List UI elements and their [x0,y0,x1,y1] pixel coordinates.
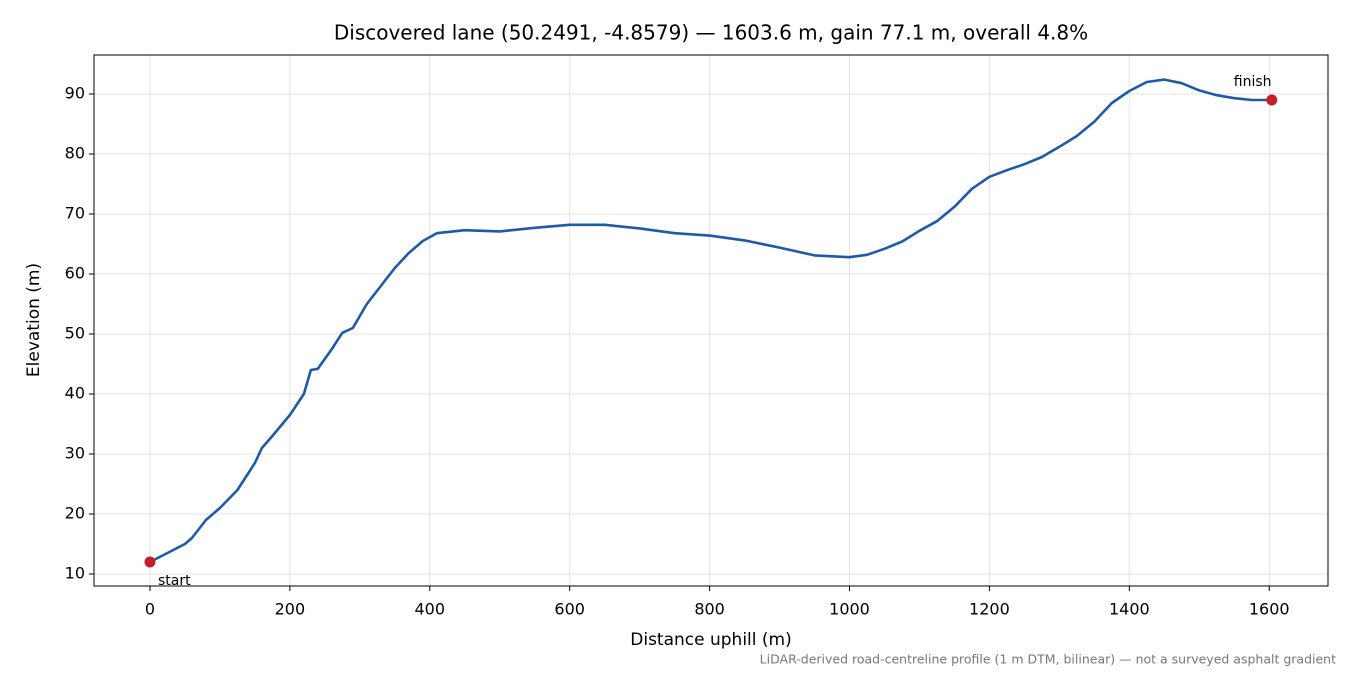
x-tick-label: 600 [554,600,585,619]
x-tick-label: 1600 [1249,600,1290,619]
y-axis-label: Elevation (m) [24,263,44,377]
x-tick-label: 200 [275,600,306,619]
x-tick-label: 1000 [829,600,870,619]
endpoint-label: start [158,573,191,589]
endpoint-marker [144,556,156,568]
chart-title: Discovered lane (50.2491, -4.8579) — 160… [334,21,1088,45]
plot-frame [93,54,1329,587]
y-tick-label: 40 [65,384,85,403]
endpoint-marker [1266,94,1278,106]
elevation-line [149,78,1272,564]
y-tick-label: 50 [65,324,85,343]
x-tick-label: 1200 [969,600,1010,619]
y-tick-label: 10 [65,564,85,583]
x-axis-label: Distance uphill (m) [630,630,791,650]
footnote: LiDAR-derived road-centreline profile (1… [760,652,1336,667]
y-tick-label: 70 [65,204,85,223]
endpoint-label: finish [1234,74,1272,90]
x-tick-label: 0 [145,600,155,619]
x-tick-label: 800 [694,600,725,619]
x-tick-label: 1400 [1109,600,1150,619]
y-tick-label: 80 [65,144,85,163]
y-tick-label: 60 [65,264,85,283]
y-tick-label: 30 [65,444,85,463]
y-tick-label: 90 [65,84,85,103]
y-tick-label: 20 [65,504,85,523]
x-tick-label: 400 [415,600,446,619]
